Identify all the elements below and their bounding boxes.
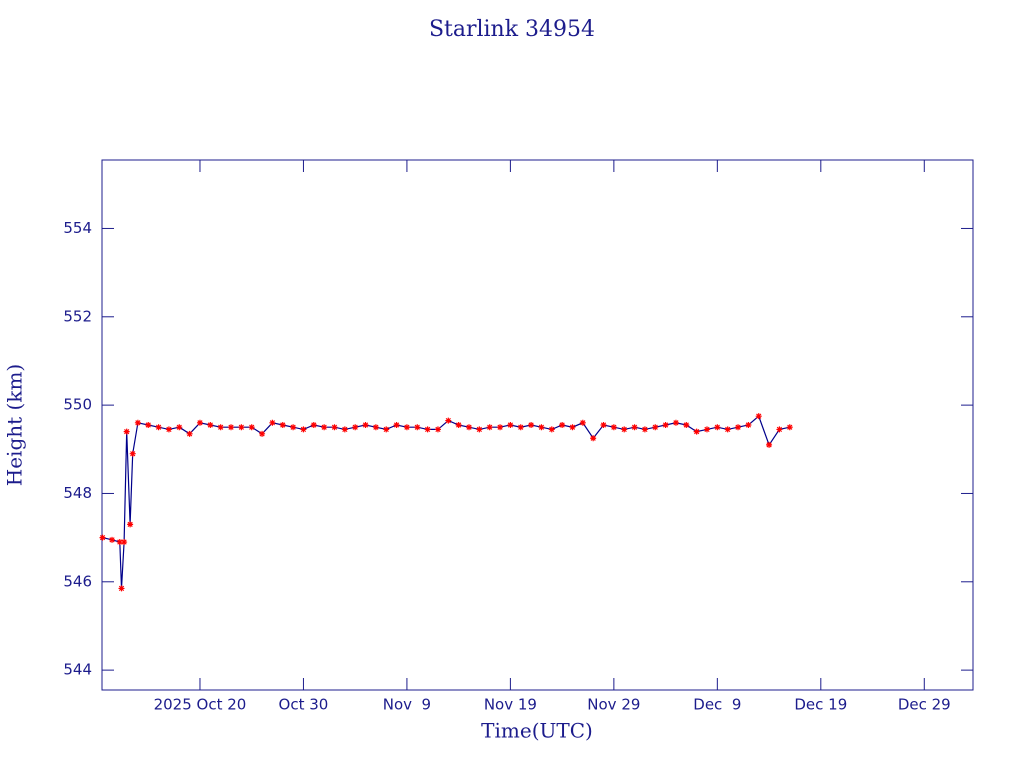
data-point [476, 426, 483, 433]
data-point [207, 422, 214, 428]
x-axis-label: Time(UTC) [481, 719, 593, 743]
y-tick-label: 552 [63, 307, 92, 325]
data-line [102, 415, 790, 589]
x-tick-label: 2025 Oct 20 [154, 696, 247, 714]
data-point [538, 424, 545, 431]
data-point [269, 419, 276, 426]
x-tick-label: Dec 19 [794, 696, 847, 714]
y-axis-label: Height (km) [3, 364, 27, 486]
data-point [755, 413, 762, 420]
data-point [279, 422, 286, 428]
data-point [641, 426, 648, 433]
data-point [155, 424, 162, 431]
data-point [455, 422, 462, 428]
data-point [129, 450, 136, 457]
data-point [341, 426, 348, 433]
x-tick-label: Dec 29 [898, 696, 951, 714]
data-point [569, 424, 576, 431]
data-point [517, 424, 524, 431]
data-point [217, 424, 224, 431]
data-point [559, 422, 566, 428]
data-point [662, 422, 669, 428]
data-point [145, 422, 152, 428]
data-point [621, 426, 628, 433]
data-point [134, 419, 141, 426]
data-point [631, 424, 638, 431]
data-point [414, 424, 421, 431]
data-point [403, 424, 410, 431]
data-point [579, 419, 586, 426]
data-point [186, 430, 193, 437]
x-tick-label: Nov 19 [484, 696, 537, 714]
chart-title: Starlink 34954 [429, 17, 595, 42]
data-point [714, 424, 721, 431]
y-tick-label: 544 [63, 661, 92, 679]
data-point [703, 426, 710, 433]
data-point [693, 428, 700, 435]
data-point [165, 426, 172, 433]
data-point [497, 424, 504, 431]
x-tick-label: Oct 30 [279, 696, 329, 714]
data-point [672, 419, 679, 426]
data-point [466, 424, 473, 431]
data-point [393, 422, 400, 428]
data-point [528, 422, 535, 428]
x-tick-label: Dec 9 [693, 696, 741, 714]
data-point [652, 424, 659, 431]
plot-frame [101, 159, 974, 691]
data-point [766, 441, 773, 448]
data-point [445, 417, 452, 424]
data-point [383, 426, 390, 433]
data-point [424, 426, 431, 433]
y-tick-label: 550 [63, 396, 92, 414]
data-point [590, 435, 597, 442]
data-point [259, 430, 266, 437]
data-point [362, 422, 369, 428]
data-point [321, 424, 328, 431]
data-point [109, 536, 116, 543]
data-point [548, 426, 555, 433]
data-point [486, 424, 493, 431]
data-point [238, 424, 245, 431]
data-point [735, 424, 742, 431]
data-point [300, 426, 307, 433]
x-tick-label: Nov 29 [587, 696, 640, 714]
data-point [507, 422, 514, 428]
data-point [434, 426, 441, 433]
data-point [610, 424, 617, 431]
data-point [352, 424, 359, 431]
data-point [310, 422, 317, 428]
y-tick-label: 546 [63, 572, 92, 590]
data-point [118, 585, 125, 592]
data-point [745, 422, 752, 428]
data-point [127, 521, 134, 528]
data-point [176, 424, 183, 431]
x-tick-label: Nov 9 [383, 696, 431, 714]
y-tick-label: 554 [63, 219, 92, 237]
data-point [290, 424, 297, 431]
data-point [786, 424, 793, 431]
data-point [372, 424, 379, 431]
y-tick-label: 548 [63, 484, 92, 502]
data-point [121, 539, 128, 546]
data-point [99, 534, 106, 541]
data-point [600, 422, 607, 428]
data-point [776, 426, 783, 433]
data-point [116, 539, 123, 546]
data-point [123, 428, 130, 435]
data-point [196, 419, 203, 426]
data-point [724, 426, 731, 433]
data-point [228, 424, 235, 431]
data-point [683, 422, 690, 428]
data-point [331, 424, 338, 431]
data-point [248, 424, 255, 431]
